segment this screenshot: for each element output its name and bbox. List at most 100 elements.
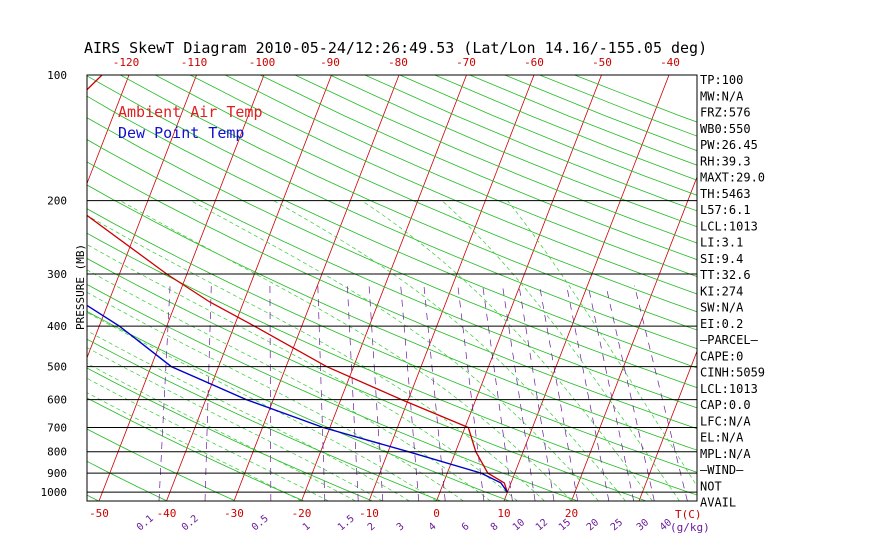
pressure-tick-label: 300 [47, 268, 67, 281]
index-label: LCL:1013 [700, 219, 758, 233]
moist-adiabat-line [87, 269, 491, 501]
bottom-temp-tick-label: -10 [359, 507, 379, 520]
index-label: WB0:550 [700, 122, 751, 136]
top-temp-tick-label: -120 [113, 56, 140, 69]
mixing-ratio-label: 0.5 [250, 513, 271, 533]
isotherm-line [301, 75, 467, 501]
pressure-tick-label: 500 [47, 361, 67, 374]
top-temp-tick-label: -70 [456, 56, 476, 69]
mixing-ratio-line [482, 285, 513, 501]
pressure-tick-label: 100 [47, 69, 67, 82]
isotherm-line [571, 175, 697, 501]
top-temp-tick-label: -50 [592, 56, 612, 69]
isotherm-line [98, 75, 265, 501]
index-label: MW:N/A [700, 89, 744, 103]
pressure-tick-label: 800 [47, 446, 67, 459]
dry-adiabat-line [87, 95, 697, 369]
temp-axis-label: T(C) [675, 508, 702, 521]
legend-dew-point-temp: Dew Point Temp [118, 124, 244, 142]
top-temp-tick-label: -60 [524, 56, 544, 69]
index-label: EI:0.2 [700, 317, 743, 331]
mixing-ratio-label: 0.1 [135, 513, 156, 533]
bottom-temp-tick-label: 0 [433, 507, 440, 520]
dry-adiabat-line [87, 208, 697, 473]
isotherm-line [166, 75, 332, 501]
pressure-tick-label: 1000 [41, 486, 68, 499]
mixing-ratio-line [587, 285, 635, 501]
top-temp-tick-label: -100 [249, 56, 276, 69]
mixing-ratio-line [347, 285, 359, 501]
y-axis-label: PRESSURE (MB) [74, 244, 87, 330]
pressure-tick-label: 400 [47, 320, 67, 333]
index-label: PW:26.45 [700, 138, 758, 152]
mixing-ratio-line [605, 285, 655, 501]
bottom-temp-tick-label: 10 [497, 507, 510, 520]
index-label: MAXT:29.0 [700, 171, 765, 185]
isotherm-line [436, 75, 602, 501]
moist-adiabat-line [441, 200, 680, 501]
mixing-ratio-line [368, 285, 384, 501]
chart-title: AIRS SkewT Diagram 2010-05-24/12:26:49.5… [84, 39, 707, 57]
mixing-ratio-label: 30 [635, 517, 651, 533]
isotherm-line [774, 75, 870, 501]
top-temp-tick-label: -90 [320, 56, 340, 69]
index-label: CINH:5059 [700, 366, 765, 380]
index-label: TP:100 [700, 73, 743, 87]
top-temp-tick-label: -80 [388, 56, 408, 69]
bottom-temp-tick-label: -50 [89, 507, 109, 520]
index-label: LFC:N/A [700, 414, 751, 428]
pressure-tick-label: 900 [47, 467, 67, 480]
index-label: KI:274 [700, 284, 743, 298]
mixing-ratio-label: 1.5 [336, 513, 357, 533]
moist-adiabat-line [273, 200, 626, 501]
index-label: SW:N/A [700, 301, 744, 315]
stability-indices: TP:100 MW:N/A FRZ:576 WB0:550 PW:26.45 RH:39.… [700, 73, 765, 510]
pressure-tick-label: 600 [47, 394, 67, 407]
plot-frame [86, 74, 698, 502]
moist-adiabat-line [507, 200, 697, 487]
moist-adiabat-line [87, 244, 518, 501]
dry-adiabat-line [87, 258, 647, 501]
mixing-ratio-line [269, 285, 272, 501]
top-temp-tick-label: -40 [660, 56, 680, 69]
index-label: AVAIL [700, 496, 736, 510]
isotherm-line [638, 350, 697, 501]
mixing-ratio-label: 25 [609, 517, 625, 533]
mixing-ratio-line [423, 285, 446, 501]
index-label: TT:32.6 [700, 268, 751, 282]
mixing-ratio-label: 8 [489, 521, 501, 533]
index-label: —WIND— [700, 463, 744, 477]
moist-adiabat-line [87, 214, 545, 501]
grid-layer [87, 75, 870, 501]
mixing-ratio-label: 12 [534, 517, 550, 533]
pressure-tick-label: 200 [47, 195, 67, 208]
isotherm-line [368, 75, 535, 501]
index-label: RH:39.3 [700, 154, 751, 168]
index-label: SI:9.4 [700, 252, 743, 266]
moist-adiabat-line [87, 347, 383, 501]
mixing-ratio-line [158, 285, 171, 501]
mixing-ratio-label: 10 [511, 517, 527, 533]
dry-adiabat-line [87, 338, 441, 501]
isotherm-line [87, 75, 197, 359]
dry-adiabat-line [87, 232, 697, 496]
mixing-ratio-label: 20 [585, 517, 601, 533]
isotherm-line [842, 75, 870, 501]
mixing-ratio-line [634, 285, 688, 501]
moist-adiabat-line [87, 392, 302, 501]
mixing-ratio-line [457, 285, 485, 501]
index-label: CAPE:0 [700, 349, 743, 363]
index-label: MPL:N/A [700, 447, 751, 461]
mixing-ratio-line [502, 285, 536, 501]
top-temp-tick-label: -110 [181, 56, 208, 69]
dry-adiabat-line [87, 428, 236, 501]
dry-adiabat-line [87, 117, 697, 389]
moist-adiabat-line [361, 200, 653, 501]
dry-adiabat-line [469, 75, 697, 166]
legend-ambient-air-temp: Ambient Air Temp [118, 103, 263, 121]
index-label: FRZ:576 [700, 106, 751, 120]
dry-adiabat-line [155, 75, 697, 313]
bottom-temp-tick-label: -30 [224, 507, 244, 520]
index-label: —PARCEL— [700, 333, 759, 347]
index-label: NOT [700, 479, 722, 493]
